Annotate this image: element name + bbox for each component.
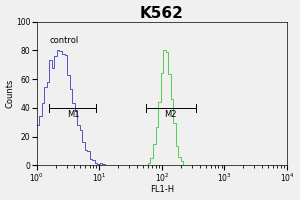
Text: control: control bbox=[50, 36, 79, 45]
Text: M2: M2 bbox=[164, 110, 177, 119]
Y-axis label: Counts: Counts bbox=[6, 79, 15, 108]
X-axis label: FL1-H: FL1-H bbox=[150, 185, 174, 194]
Title: K562: K562 bbox=[140, 6, 184, 21]
Text: M1: M1 bbox=[67, 110, 79, 119]
